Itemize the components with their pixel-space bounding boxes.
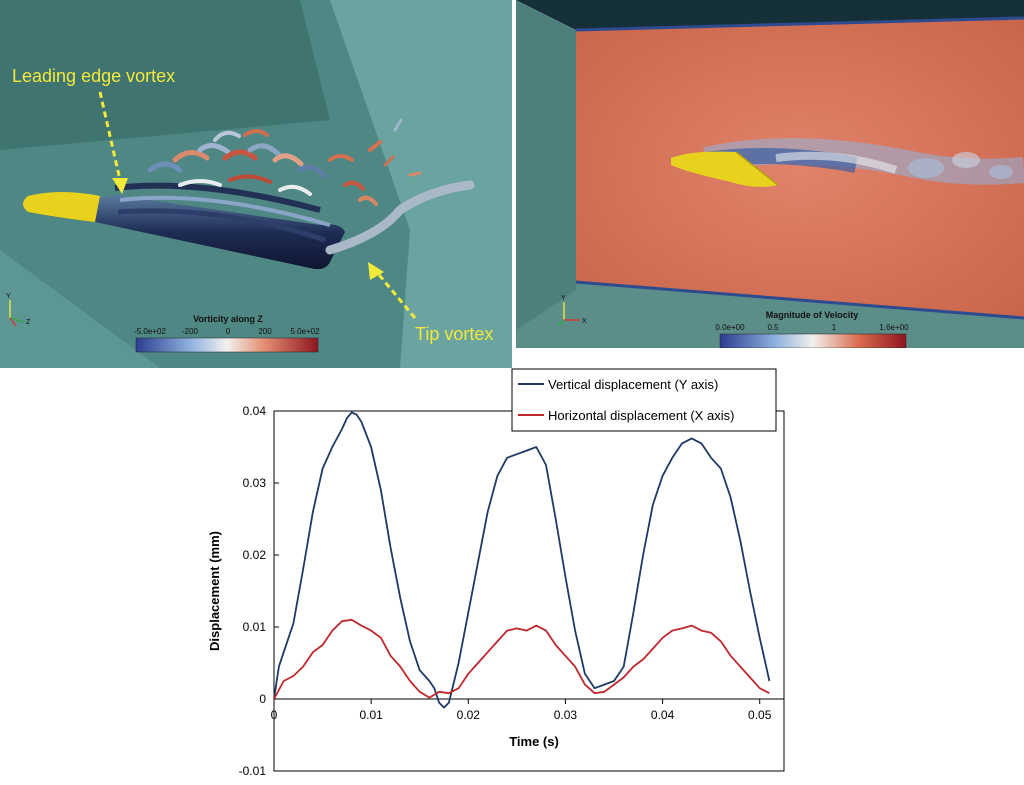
ceiling-plane [516, 0, 1024, 30]
legend: Vertical displacement (Y axis) Horizonta… [511, 368, 777, 432]
svg-text:Y: Y [6, 293, 11, 300]
x-axis-label: Time (s) [509, 734, 559, 749]
slice-top-edge [575, 16, 1024, 32]
vel-tick-3: 1.6e+00 [879, 323, 909, 332]
wing-body [24, 195, 345, 270]
y-tick-label: 0.04 [243, 404, 267, 418]
vorticity-render: Leading edge vortex Tip vortex Vorticity… [0, 0, 512, 368]
floor-plane [0, 250, 160, 368]
vort-tick-2: 0 [226, 327, 231, 336]
tip-arrow-head [368, 262, 384, 280]
vorticity-colorbar [135, 337, 319, 353]
vorticity-render-panel: Leading edge vortex Tip vortex Vorticity… [0, 0, 512, 368]
legend-label-horizontal: Horizontal displacement (X axis) [548, 408, 734, 423]
svg-text:Y: Y [561, 295, 566, 302]
axes-triad-left-icon: Y Z [6, 293, 31, 327]
y-tick-label: 0 [259, 692, 266, 706]
vort-tick-3: 200 [258, 327, 272, 336]
legend-box [511, 368, 777, 432]
x-tick-label: 0.02 [457, 708, 481, 722]
y-tick-label: 0.01 [243, 620, 267, 634]
displacement-chart: -0.01 0 0.01 0.02 0.03 0.04 0 0.01 0.02 0.03 0.04… [0, 368, 1024, 780]
velocity-render-panel: Magnitude of Velocity 0.0e+00 0.5 1 1.6e… [516, 0, 1024, 348]
velocity-slice [576, 18, 1024, 318]
displacement-chart-svg: -0.01 0 0.01 0.02 0.03 0.04 0 0.01 0.02 0.03 0.04… [207, 368, 785, 778]
x-tick-label: 0.01 [359, 708, 383, 722]
leading-arrow-line [98, 91, 122, 181]
vort-tick-0: -5.0e+02 [134, 327, 166, 336]
vel-tick-0: 0.0e+00 [715, 323, 745, 332]
vortex-cloud [147, 118, 422, 206]
side-wall [330, 0, 512, 368]
series-horizontal-line [273, 618, 770, 700]
vorticity-colorbar-title: Vorticity along Z [193, 314, 263, 324]
y-tick-label: 0.02 [243, 548, 267, 562]
vel-tick-1: 0.5 [767, 323, 779, 332]
axes-triad-right-icon: Y X [557, 295, 587, 327]
plot-frame [273, 410, 785, 772]
airfoil-shape [671, 151, 778, 187]
y-axis-label: Displacement (mm) [207, 531, 222, 651]
svg-text:X: X [582, 318, 587, 325]
y-tick-label: -0.01 [239, 764, 267, 778]
leading-arrow-head [112, 178, 128, 194]
velocity-render: Magnitude of Velocity 0.0e+00 0.5 1 1.6e… [516, 0, 1024, 348]
wing-root-yellow [23, 192, 100, 222]
series-vertical-line [273, 411, 771, 709]
velocity-colorbar-title: Magnitude of Velocity [766, 310, 859, 320]
velocity-colorbar [719, 333, 907, 348]
tip-vortex-tube [325, 180, 475, 255]
legend-label-vertical: Vertical displacement (Y axis) [548, 377, 718, 392]
left-wall [516, 0, 576, 330]
x-tick-label: 0.04 [651, 708, 675, 722]
annotation-tip-vortex: Tip vortex [415, 324, 493, 344]
vel-tick-2: 1 [832, 323, 837, 332]
back-wall [0, 0, 330, 150]
y-ticks: -0.01 0 0.01 0.02 0.03 0.04 [239, 404, 279, 778]
vort-tick-1: -200 [182, 327, 199, 336]
y-tick-label: 0.03 [243, 476, 267, 490]
tip-arrow-line [373, 269, 417, 319]
svg-text:Z: Z [26, 319, 31, 326]
x-ticks: 0 0.01 0.02 0.03 0.04 0.05 [271, 699, 772, 722]
slice-bottom-edge [575, 280, 1024, 320]
x-tick-label: 0.05 [748, 708, 772, 722]
x-tick-label: 0.03 [554, 708, 578, 722]
annotation-leading-edge: Leading edge vortex [12, 66, 175, 86]
x-tick-label: 0 [271, 708, 278, 722]
vort-tick-4: 5.0e+02 [290, 327, 320, 336]
